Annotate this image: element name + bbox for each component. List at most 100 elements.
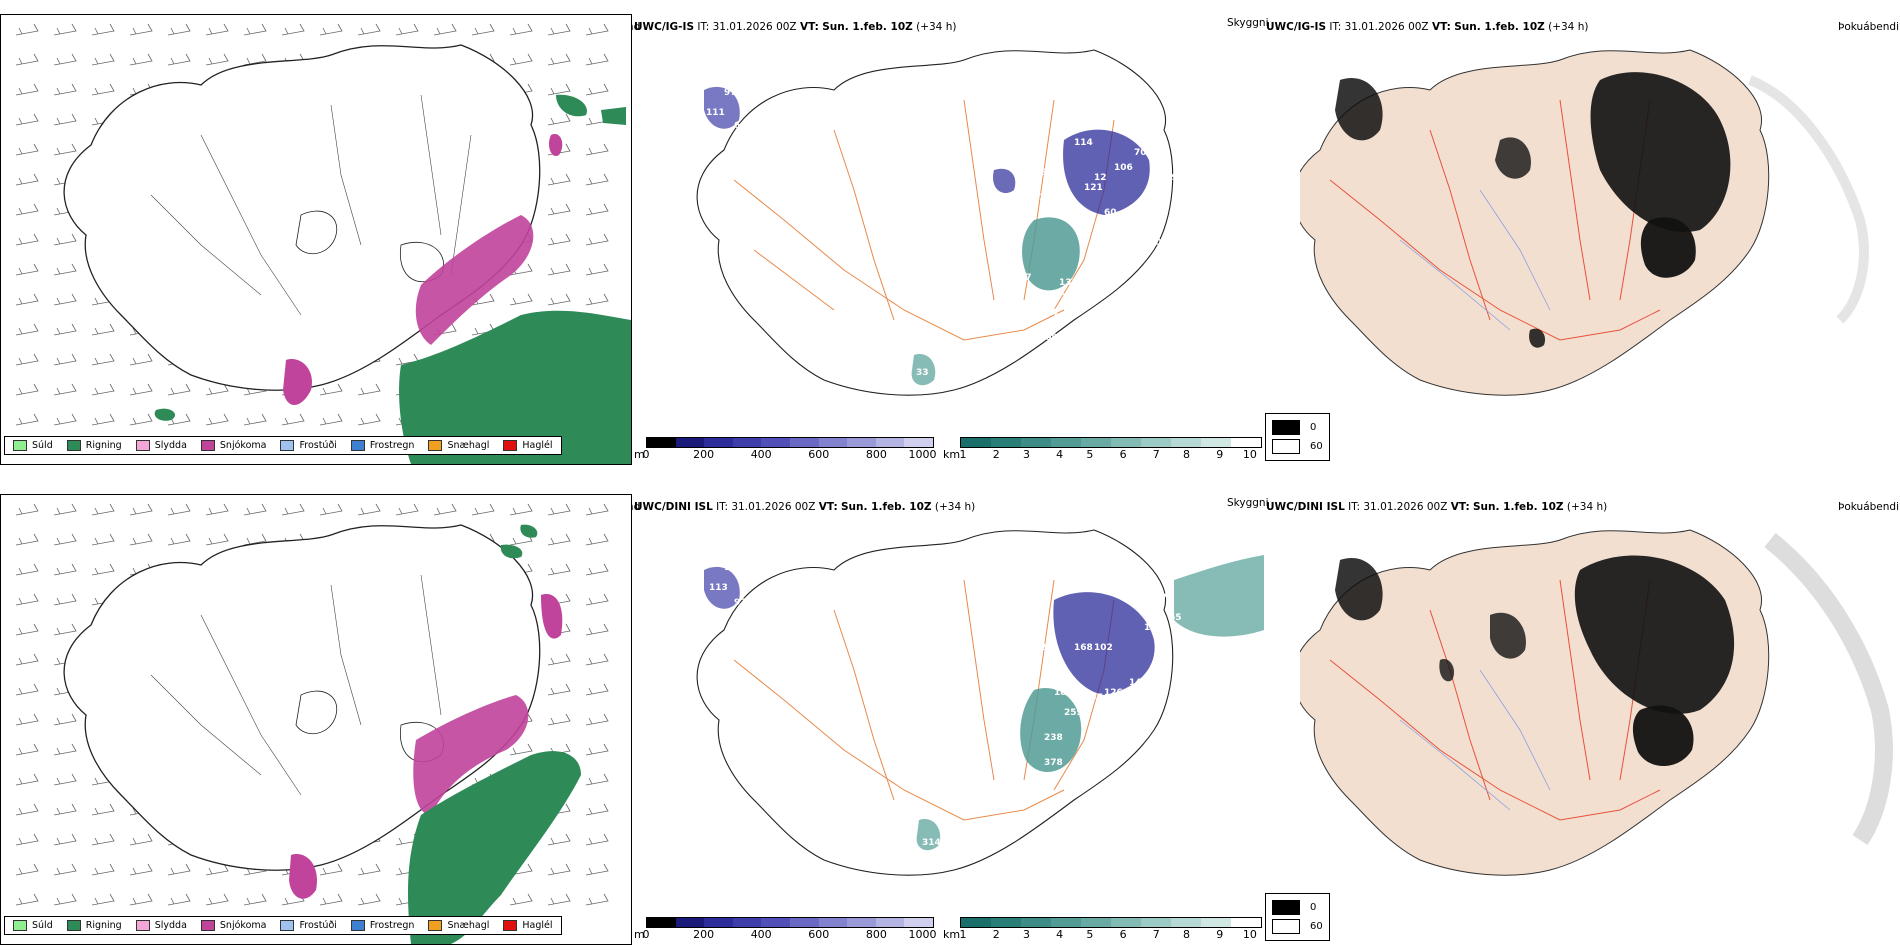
wind-barb — [585, 53, 609, 66]
wind-barb — [547, 833, 571, 846]
wind-barb — [547, 203, 571, 216]
wind-barb — [585, 893, 609, 906]
wind-barb — [167, 53, 191, 66]
wind-barb — [15, 113, 39, 126]
wind-barb — [129, 893, 153, 906]
ceiling-label: 19 — [1144, 623, 1157, 633]
wind-barb — [53, 563, 77, 576]
wind-barb — [15, 233, 39, 246]
wind-barb — [167, 893, 191, 906]
row1-title-visibility: Skyggni — [1227, 17, 1269, 29]
wind-barb — [395, 23, 419, 36]
wind-barb — [91, 893, 115, 906]
wind-barb — [395, 503, 419, 516]
visibility-colorbar-ticks: 1 2 3 4 5 6 7 8 9 10 — [960, 448, 1262, 461]
wind-barb — [91, 83, 115, 96]
ceiling-label: 97 — [734, 598, 747, 608]
wind-barb — [585, 773, 609, 786]
wind-barb — [243, 53, 267, 66]
ceiling-label: 100 — [1104, 233, 1123, 243]
wind-barb — [53, 503, 77, 516]
wind-barb — [433, 23, 457, 36]
legend-item: Snjókoma — [200, 440, 266, 451]
wind-barb — [585, 263, 609, 276]
ceiling-label: 102 — [1094, 643, 1113, 653]
ceiling-tick: 800 — [865, 928, 887, 941]
wind-barb — [53, 353, 77, 366]
wind-barb — [15, 503, 39, 516]
ceiling-label: 215 — [1104, 713, 1123, 723]
wind-barb — [167, 533, 191, 546]
row2-fog-svg — [1300, 529, 1893, 876]
cloud-key: 0 60 — [1265, 893, 1330, 941]
wind-barb — [433, 503, 457, 516]
wind-barb — [15, 743, 39, 756]
ceiling-label: 378 — [1044, 758, 1063, 768]
legend-item: Rigning — [66, 920, 122, 931]
wind-barb — [547, 173, 571, 186]
wind-barb — [319, 503, 343, 516]
ceiling-tick: 200 — [693, 928, 715, 941]
wind-barb — [167, 863, 191, 876]
ceiling-label: 324 — [1039, 308, 1058, 318]
wind-barb — [91, 803, 115, 816]
wind-barb — [15, 653, 39, 666]
ceiling-label: 314 — [922, 838, 941, 848]
visibility-tick: 5 — [1086, 928, 1094, 941]
ceiling-label: 131 — [1059, 278, 1078, 288]
wind-barb — [91, 833, 115, 846]
ceiling-label: 97 — [724, 88, 737, 98]
wind-barb — [585, 833, 609, 846]
wind-barb — [547, 713, 571, 726]
wind-barb — [205, 53, 229, 66]
wind-barb — [15, 713, 39, 726]
wind-barb — [205, 383, 229, 396]
visibility-field — [704, 86, 1150, 386]
wind-barb — [15, 23, 39, 36]
wind-barb — [547, 893, 571, 906]
wind-barb — [15, 533, 39, 546]
row2-fog-map — [1300, 520, 1900, 900]
wind-barb — [585, 293, 609, 306]
ceiling-label: 409 — [1039, 333, 1058, 343]
ceiling-label: 111 — [724, 563, 743, 573]
wind-barb — [585, 173, 609, 186]
rivers — [150, 574, 442, 796]
wind-barb — [91, 323, 115, 336]
ceiling-labels: 111 97 69 109 104 114 12 100 70 106 78 8… — [706, 88, 1178, 378]
wind-barb — [15, 593, 39, 606]
wind-barb — [357, 503, 381, 516]
wind-barb — [585, 623, 609, 636]
wind-barb — [205, 533, 229, 546]
wind-barb — [15, 563, 39, 576]
wind-barb — [243, 413, 267, 426]
ceiling-label: 143 — [1129, 678, 1148, 688]
wind-barb — [357, 413, 381, 426]
row1-header-visibility: UWC/IG-IS IT: 31.01.2026 00Z VT: Sun. 1.… — [634, 21, 957, 33]
visibility-colorbar-ticks: 1 2 3 4 5 6 7 8 9 10 — [960, 928, 1262, 941]
wind-barb — [167, 23, 191, 36]
legend-item: Slydda — [135, 920, 187, 931]
row2-title-visibility: Skyggni — [1227, 497, 1269, 509]
wind-barb — [15, 203, 39, 216]
wind-barb — [129, 503, 153, 516]
wind-barb — [547, 53, 571, 66]
wind-barb — [357, 893, 381, 906]
wind-barb — [471, 23, 495, 36]
wind-barb — [15, 53, 39, 66]
wind-barb — [547, 83, 571, 96]
ceiling-label: 80 — [1139, 598, 1152, 608]
wind-barb — [509, 53, 533, 66]
wind-barb — [53, 23, 77, 36]
ceiling-label: 87 — [1019, 273, 1032, 283]
ceiling-label: 114 — [1074, 138, 1093, 148]
row2-precip-svg — [15, 503, 609, 944]
wind-barb — [91, 533, 115, 546]
wind-barb — [53, 743, 77, 756]
wind-barb — [15, 683, 39, 696]
wind-barb — [53, 53, 77, 66]
ceiling-colorbar-swatches — [646, 437, 934, 448]
visibility-tick: 7 — [1152, 928, 1160, 941]
cloud-key-row: 0 — [1272, 898, 1323, 917]
wind-barb — [585, 503, 609, 516]
